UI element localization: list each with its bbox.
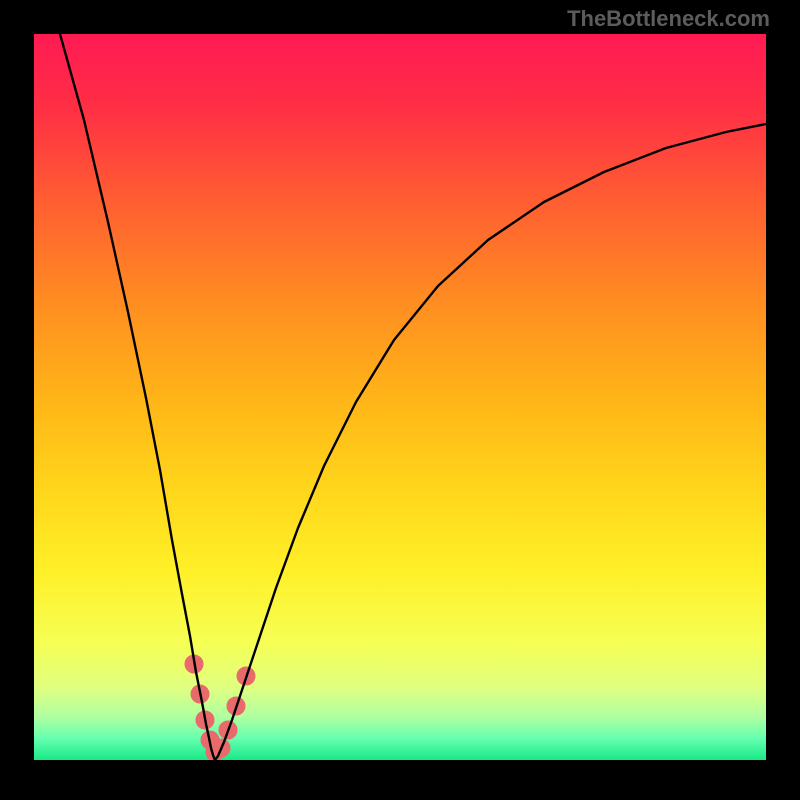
frame-left bbox=[0, 0, 34, 800]
frame-top bbox=[0, 0, 800, 34]
frame-bottom bbox=[0, 760, 800, 800]
chart-stage: TheBottleneck.com bbox=[0, 0, 800, 800]
frame-right bbox=[766, 0, 800, 800]
plot-gradient-background bbox=[34, 34, 766, 760]
